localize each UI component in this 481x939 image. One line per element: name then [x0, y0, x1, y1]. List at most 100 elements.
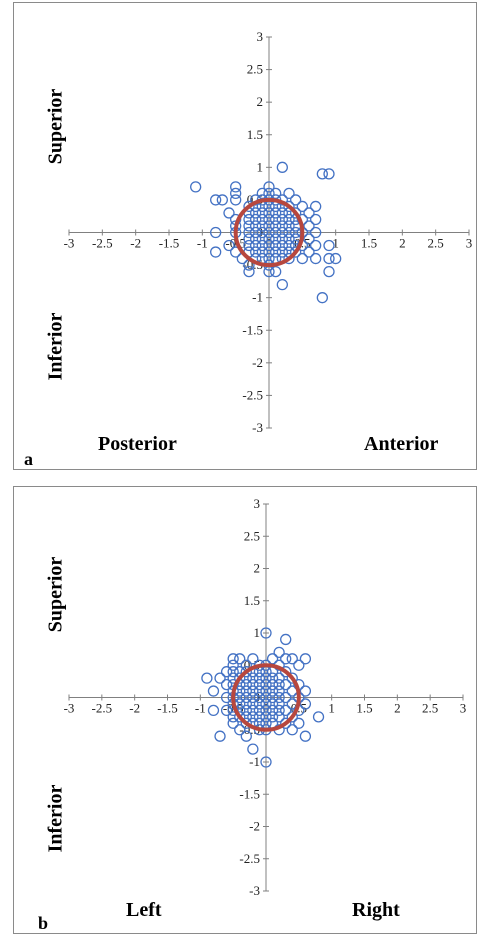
panel-label-a: a	[24, 449, 33, 469]
y-tick-label: 1	[257, 159, 264, 174]
data-point	[276, 239, 288, 252]
data-point	[303, 233, 315, 245]
data-point	[276, 278, 288, 291]
data-point	[243, 233, 255, 245]
x-tick-label: -2.5	[92, 701, 113, 716]
x-tick-label: 3	[460, 701, 467, 716]
data-point	[303, 246, 315, 258]
data-point	[266, 672, 279, 684]
data-point	[293, 717, 305, 729]
data-point	[283, 226, 295, 239]
data-point	[260, 691, 272, 704]
data-point	[310, 239, 322, 252]
data-point	[210, 226, 222, 239]
data-point	[223, 239, 235, 252]
data-point	[270, 265, 282, 278]
data-point	[201, 672, 213, 684]
data-point	[214, 672, 226, 684]
x-tick-label: -2.5	[92, 236, 113, 251]
data-point	[253, 698, 266, 710]
x-tick-label: -2	[130, 236, 141, 251]
data-point	[210, 246, 222, 258]
data-point	[234, 672, 246, 684]
data-point	[250, 213, 262, 226]
data-point	[240, 685, 252, 697]
y-tick-label: 1.5	[247, 127, 263, 142]
data-point	[253, 711, 266, 723]
data-point	[310, 226, 322, 239]
data-point	[250, 226, 262, 239]
x-tick-label: 1	[328, 701, 335, 716]
data-point	[260, 678, 272, 691]
data-point	[323, 168, 335, 180]
data-point	[227, 717, 239, 729]
data-point	[266, 711, 279, 723]
data-point	[310, 200, 322, 213]
y-tick-label: 0	[257, 225, 264, 240]
data-point	[243, 226, 255, 239]
data-point	[230, 194, 242, 206]
right-label: Right	[352, 899, 400, 921]
data-point	[266, 653, 279, 665]
data-point	[280, 717, 292, 729]
data-point	[276, 220, 288, 232]
data-point	[266, 698, 279, 710]
data-point	[283, 239, 295, 252]
reference-circle	[231, 663, 301, 732]
data-point	[230, 181, 242, 193]
data-point	[253, 691, 266, 704]
data-point	[220, 666, 233, 678]
data-point	[243, 265, 255, 278]
superior-label: Superior	[44, 556, 67, 633]
data-point	[283, 213, 295, 226]
data-point	[263, 213, 275, 226]
data-point	[247, 678, 259, 691]
data-point	[256, 233, 268, 245]
data-point	[299, 698, 312, 710]
data-point	[273, 672, 285, 684]
data-point	[273, 678, 285, 691]
data-point	[263, 239, 275, 252]
data-point	[250, 246, 262, 258]
data-point	[266, 691, 279, 704]
y-tick-label: 3	[257, 29, 264, 44]
posterior-label: Posterior	[98, 433, 177, 455]
data-point	[270, 226, 282, 239]
data-point	[250, 239, 262, 252]
data-point	[286, 724, 298, 736]
data-point	[243, 239, 255, 252]
x-tick-label: -3	[64, 701, 75, 716]
data-point	[276, 207, 288, 219]
data-point	[247, 685, 259, 697]
data-point	[214, 730, 226, 742]
data-point	[250, 207, 262, 219]
data-point	[260, 672, 272, 684]
inferior-label: Inferior	[44, 312, 67, 381]
data-point	[247, 743, 259, 755]
x-tick-label: -1.5	[159, 236, 180, 251]
inferior-label: Inferior	[44, 784, 67, 853]
data-point	[263, 246, 275, 258]
data-point	[323, 265, 335, 278]
data-point	[240, 698, 252, 710]
x-tick-label: -1.5	[157, 701, 178, 716]
data-point	[247, 691, 259, 704]
data-point	[253, 704, 266, 717]
data-point	[256, 187, 268, 200]
x-tick-label: 0	[266, 236, 273, 251]
data-point	[299, 653, 312, 665]
data-point	[247, 698, 259, 710]
data-point	[256, 226, 268, 239]
data-point	[234, 711, 246, 723]
data-point	[260, 711, 272, 723]
data-point	[247, 711, 259, 723]
data-point	[263, 226, 275, 239]
data-point	[253, 678, 266, 691]
data-point	[323, 252, 335, 265]
x-tick-label: -1	[197, 236, 208, 251]
y-tick-label: 2	[257, 94, 264, 109]
x-tick-label: 1	[332, 236, 339, 251]
data-point	[330, 252, 342, 265]
x-tick-label: -3	[64, 236, 75, 251]
data-point	[280, 704, 292, 717]
